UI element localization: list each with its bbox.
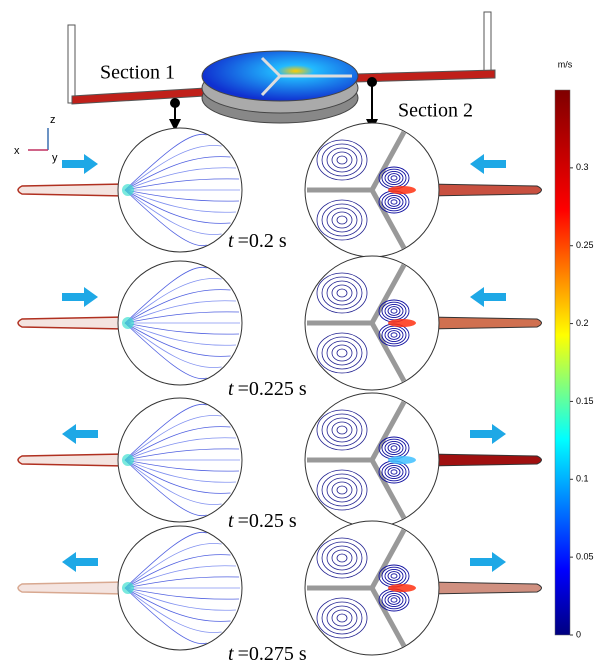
colorbar-tick-label: 0.25: [576, 240, 594, 250]
time-symbol: t: [228, 643, 234, 665]
jet-core: [388, 456, 416, 464]
jet-core: [388, 319, 416, 327]
tube: [427, 184, 542, 196]
time-label: t=0.2 s: [228, 230, 287, 252]
outlet-tube: [484, 12, 491, 78]
axis-label: x: [14, 145, 20, 157]
flow-arrow: [62, 424, 98, 444]
panels: t=0.2 st=0.225 st=0.25 st=0.275 s: [18, 123, 542, 665]
axis-label: y: [52, 152, 58, 164]
colorbar-tick-label: 0: [576, 629, 581, 639]
colorbar-ticks: 0 0.05 0.1 0.15 0.2 0.25 0.3: [570, 162, 594, 639]
tube: [427, 454, 542, 466]
tube: [18, 184, 125, 196]
axis-label: z: [50, 114, 56, 126]
section-label: Section 2: [398, 100, 473, 122]
jet-core: [122, 184, 134, 196]
time-label: t=0.275 s: [228, 643, 307, 665]
time-value: =0.2 s: [238, 230, 287, 252]
axis-triad: z x y: [14, 114, 58, 164]
time-value: =0.25 s: [238, 510, 297, 532]
tube: [427, 582, 542, 594]
colorbar-tick-label: 0.1: [576, 474, 589, 484]
jet-core: [388, 186, 416, 194]
time-symbol: t: [228, 378, 234, 400]
time-label: t=0.225 s: [228, 378, 307, 400]
time-symbol: t: [228, 230, 234, 252]
colorbar: [555, 90, 570, 635]
figure: Section 1 Section 2 z x y t=0.2 st=0.225…: [0, 0, 595, 668]
tube: [18, 454, 125, 466]
time-value: =0.275 s: [238, 643, 307, 665]
time-label: t=0.25 s: [228, 510, 297, 532]
flow-arrow: [62, 154, 98, 174]
colorbar-tick-label: 0.15: [576, 396, 594, 406]
jet-core: [388, 584, 416, 592]
colorbar-tick-label: 0.2: [576, 318, 589, 328]
section-label: Section 1: [100, 62, 175, 84]
flow-arrow: [470, 552, 506, 572]
tube: [427, 317, 542, 329]
jet-core: [122, 317, 134, 329]
time-symbol: t: [228, 510, 234, 532]
tube: [18, 582, 125, 594]
flow-arrow: [62, 287, 98, 307]
flow-arrow: [62, 552, 98, 572]
colorbar-unit: m/s: [558, 59, 573, 69]
flow-arrow: [470, 154, 506, 174]
jet-core: [122, 454, 134, 466]
colorbar-tick-label: 0.3: [576, 162, 589, 172]
jet-core: [122, 582, 134, 594]
time-value: =0.225 s: [238, 378, 307, 400]
flow-arrow: [470, 424, 506, 444]
tube: [18, 317, 125, 329]
colorbar-tick-label: 0.05: [576, 552, 594, 562]
inlet-tube: [68, 25, 75, 103]
flow-arrow: [470, 287, 506, 307]
pipe-left: [72, 88, 205, 104]
